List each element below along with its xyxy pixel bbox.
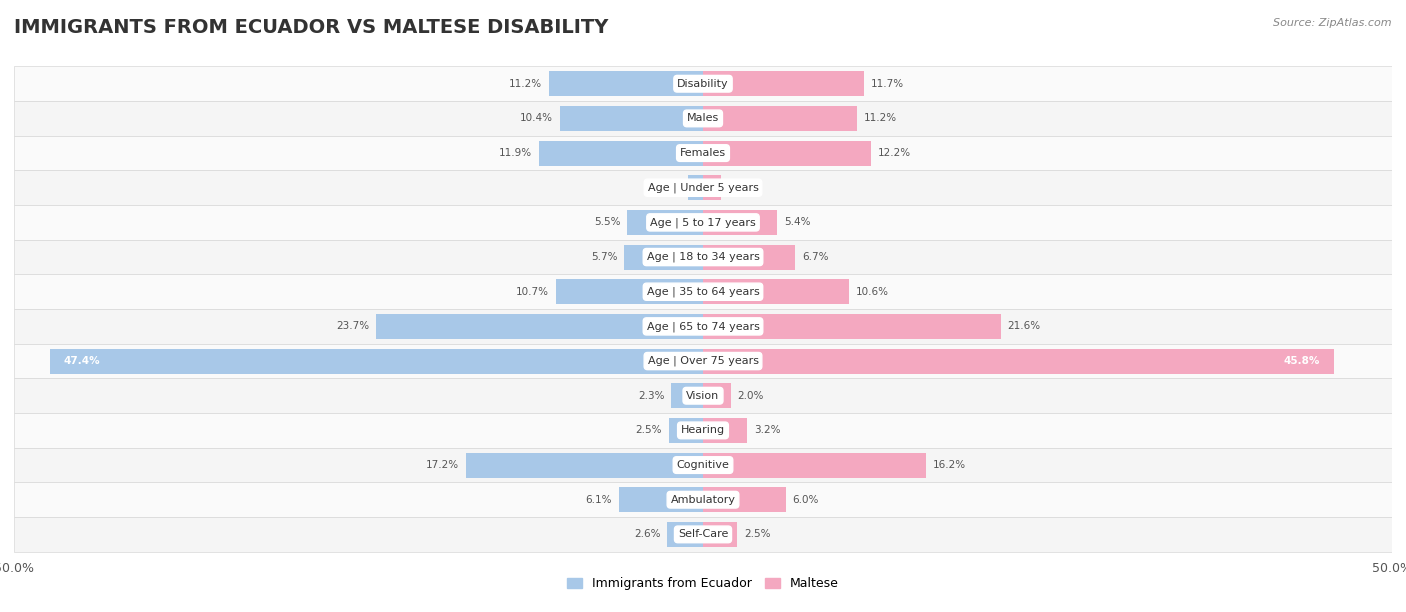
Text: 1.1%: 1.1% — [654, 183, 681, 193]
Text: 6.1%: 6.1% — [585, 494, 612, 505]
Text: Cognitive: Cognitive — [676, 460, 730, 470]
Text: 11.9%: 11.9% — [499, 148, 531, 158]
Text: IMMIGRANTS FROM ECUADOR VS MALTESE DISABILITY: IMMIGRANTS FROM ECUADOR VS MALTESE DISAB… — [14, 18, 609, 37]
Text: 5.7%: 5.7% — [591, 252, 617, 262]
Bar — [671, 383, 703, 408]
Text: 6.0%: 6.0% — [793, 494, 818, 505]
Text: Ambulatory: Ambulatory — [671, 494, 735, 505]
FancyBboxPatch shape — [14, 274, 1392, 309]
FancyBboxPatch shape — [14, 240, 1392, 274]
Text: Age | Over 75 years: Age | Over 75 years — [648, 356, 758, 367]
Text: Age | Under 5 years: Age | Under 5 years — [648, 182, 758, 193]
Text: Females: Females — [681, 148, 725, 158]
Text: 12.2%: 12.2% — [877, 148, 911, 158]
Bar — [703, 349, 1334, 373]
Text: 2.5%: 2.5% — [636, 425, 662, 435]
Bar — [703, 314, 1001, 339]
Bar — [703, 383, 731, 408]
Text: 3.2%: 3.2% — [754, 425, 780, 435]
FancyBboxPatch shape — [14, 309, 1392, 344]
Text: 45.8%: 45.8% — [1284, 356, 1320, 366]
Text: 17.2%: 17.2% — [426, 460, 460, 470]
Bar — [669, 418, 703, 443]
Text: Vision: Vision — [686, 390, 720, 401]
Bar — [703, 522, 738, 547]
FancyBboxPatch shape — [14, 66, 1392, 101]
Text: Source: ZipAtlas.com: Source: ZipAtlas.com — [1274, 18, 1392, 28]
Text: 21.6%: 21.6% — [1008, 321, 1040, 331]
FancyBboxPatch shape — [14, 136, 1392, 170]
Text: 10.6%: 10.6% — [856, 287, 889, 297]
Text: Age | 5 to 17 years: Age | 5 to 17 years — [650, 217, 756, 228]
FancyBboxPatch shape — [14, 448, 1392, 482]
Bar — [688, 175, 703, 200]
FancyBboxPatch shape — [14, 378, 1392, 413]
Bar — [668, 522, 703, 547]
Bar — [703, 245, 796, 269]
Text: 1.3%: 1.3% — [728, 183, 754, 193]
Text: 11.2%: 11.2% — [865, 113, 897, 124]
Bar — [49, 349, 703, 373]
Bar — [703, 210, 778, 235]
Bar — [627, 210, 703, 235]
Text: 11.7%: 11.7% — [872, 79, 904, 89]
Text: Hearing: Hearing — [681, 425, 725, 435]
Text: 2.3%: 2.3% — [638, 390, 665, 401]
Text: Age | 35 to 64 years: Age | 35 to 64 years — [647, 286, 759, 297]
Bar — [703, 71, 865, 96]
Bar — [703, 141, 872, 165]
Text: Self-Care: Self-Care — [678, 529, 728, 539]
Text: Age | 18 to 34 years: Age | 18 to 34 years — [647, 252, 759, 263]
Text: 2.5%: 2.5% — [744, 529, 770, 539]
Bar — [703, 418, 747, 443]
Text: 23.7%: 23.7% — [336, 321, 370, 331]
Bar — [560, 106, 703, 131]
Text: Males: Males — [688, 113, 718, 124]
Bar — [555, 279, 703, 304]
Text: 11.2%: 11.2% — [509, 79, 541, 89]
Text: 10.4%: 10.4% — [520, 113, 553, 124]
Text: 2.6%: 2.6% — [634, 529, 661, 539]
FancyBboxPatch shape — [14, 482, 1392, 517]
Text: 6.7%: 6.7% — [803, 252, 828, 262]
Bar — [619, 487, 703, 512]
FancyBboxPatch shape — [14, 517, 1392, 552]
Bar — [703, 279, 849, 304]
Bar — [703, 487, 786, 512]
Text: 16.2%: 16.2% — [934, 460, 966, 470]
Bar — [703, 106, 858, 131]
FancyBboxPatch shape — [14, 101, 1392, 136]
Bar — [703, 175, 721, 200]
Bar — [465, 453, 703, 477]
Text: 5.4%: 5.4% — [785, 217, 811, 228]
Text: 10.7%: 10.7% — [516, 287, 548, 297]
Text: 2.0%: 2.0% — [738, 390, 763, 401]
Text: 47.4%: 47.4% — [63, 356, 100, 366]
Bar — [703, 453, 927, 477]
FancyBboxPatch shape — [14, 205, 1392, 240]
Bar — [548, 71, 703, 96]
FancyBboxPatch shape — [14, 344, 1392, 378]
Bar — [538, 141, 703, 165]
Text: 5.5%: 5.5% — [593, 217, 620, 228]
FancyBboxPatch shape — [14, 170, 1392, 205]
Text: Disability: Disability — [678, 79, 728, 89]
FancyBboxPatch shape — [14, 413, 1392, 448]
Text: Age | 65 to 74 years: Age | 65 to 74 years — [647, 321, 759, 332]
Bar — [377, 314, 703, 339]
Legend: Immigrants from Ecuador, Maltese: Immigrants from Ecuador, Maltese — [562, 572, 844, 595]
Bar — [624, 245, 703, 269]
